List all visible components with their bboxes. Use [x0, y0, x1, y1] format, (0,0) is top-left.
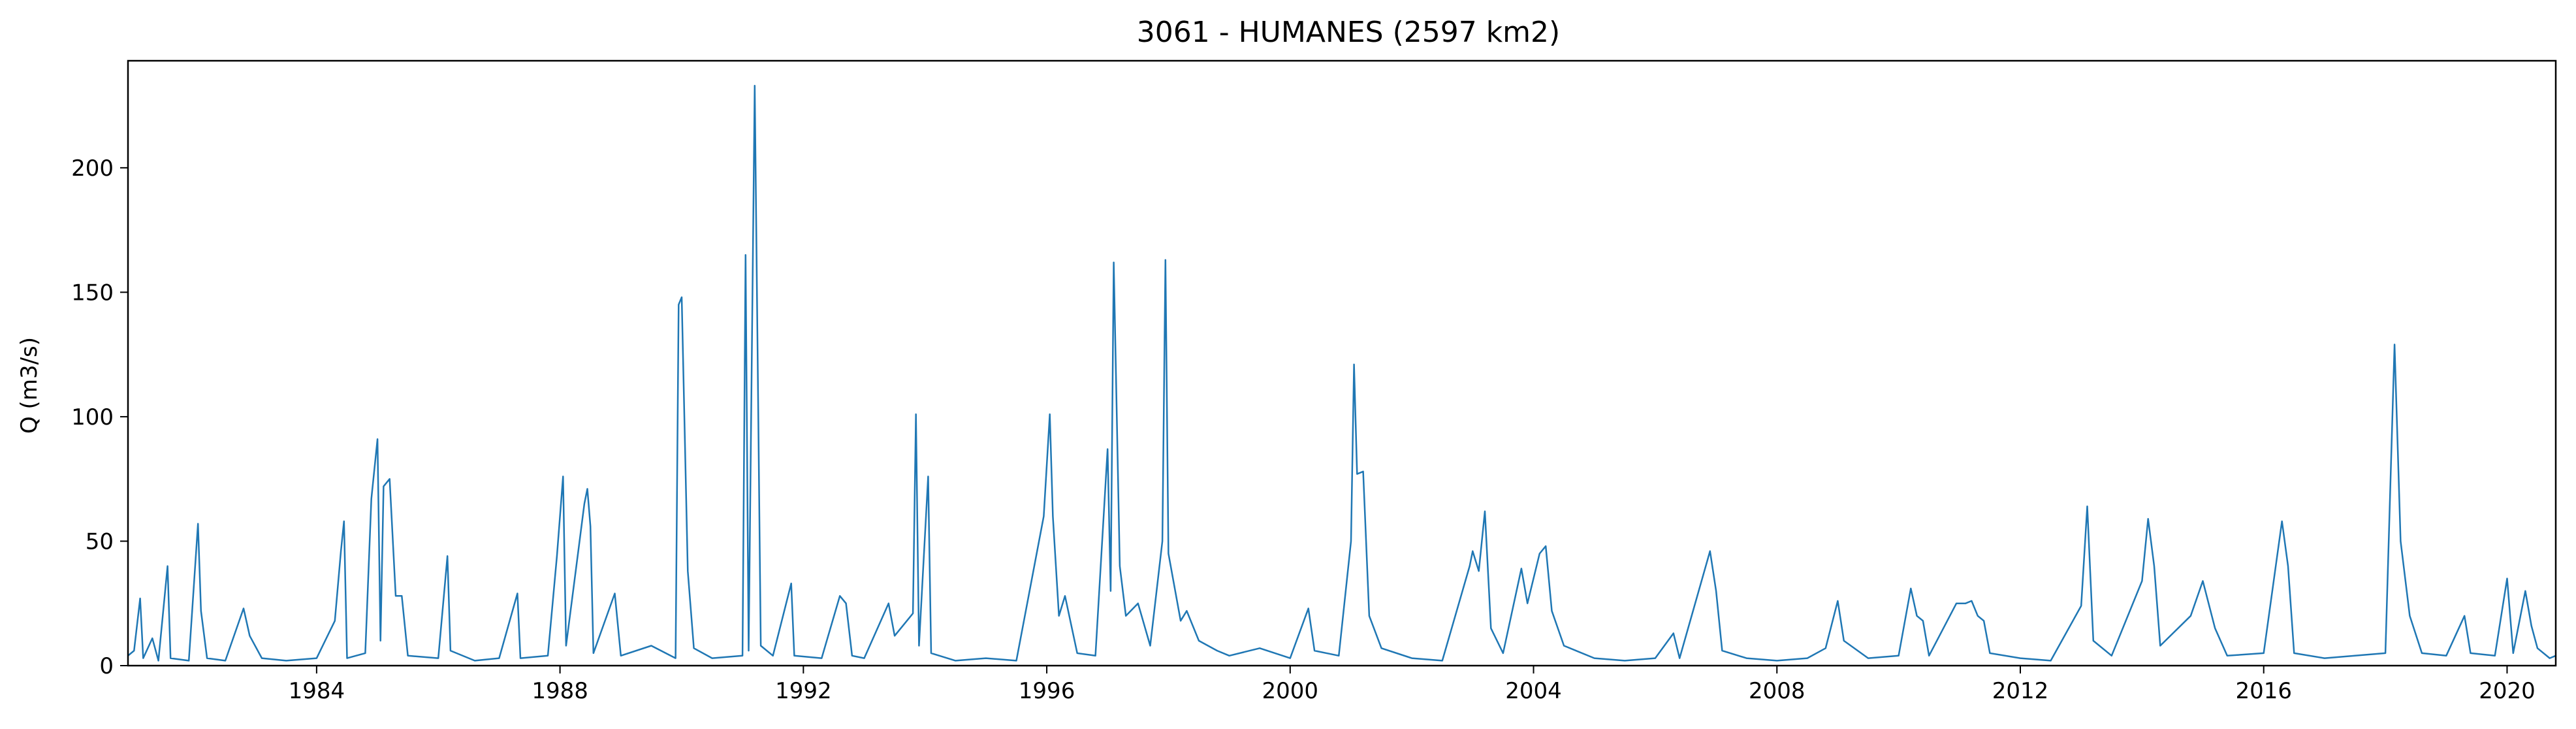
x-tick-label: 2004: [1505, 678, 1562, 704]
y-axis-label: Q (m3/s): [16, 337, 42, 434]
plot-area: [127, 84, 2556, 662]
y-tick-label: 150: [71, 280, 114, 306]
x-tick-label: 2016: [2235, 678, 2292, 704]
x-tick-label: 1992: [775, 678, 832, 704]
x-tick-label: 1996: [1019, 678, 1075, 704]
x-tick-label: 2000: [1262, 678, 1319, 704]
x-tick-label: 2008: [1749, 678, 1805, 704]
plot-frame: [127, 59, 2557, 667]
y-tick-label: 100: [71, 404, 114, 430]
axis-ticks: 1984 1988 1992 1996 2000 2004 2008 2012 2016 2020…: [71, 155, 2536, 704]
x-tick-label: 2012: [1992, 678, 2049, 704]
y-tick-label: 0: [99, 653, 114, 679]
x-tick-label: 1988: [532, 678, 588, 704]
x-tick-label: 2020: [2479, 678, 2536, 704]
x-tick-label: 1984: [289, 678, 345, 704]
series-line-0: [127, 84, 2556, 662]
chart-title: 3061 - HUMANES (2597 km2): [1137, 16, 1560, 49]
y-tick-label: 50: [86, 528, 114, 555]
y-tick-label: 200: [71, 155, 114, 182]
